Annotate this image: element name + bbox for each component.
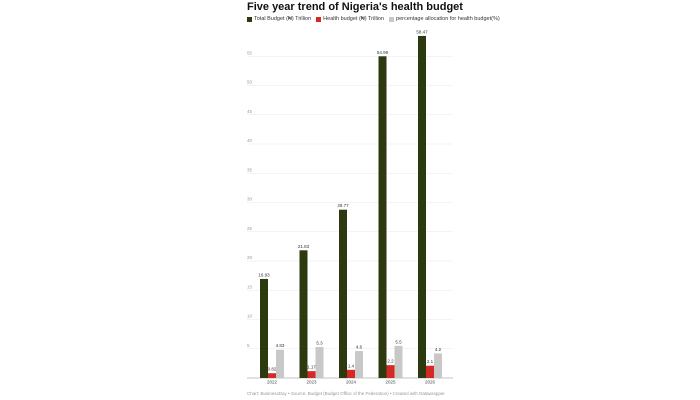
bar-health (268, 373, 276, 378)
bar-percent (315, 346, 324, 378)
data-label-total: 58.47 (416, 29, 428, 34)
data-label-total: 16.93 (258, 272, 270, 277)
data-label-percent: 5.5 (395, 339, 402, 344)
legend-label-percent: percentage allocation for health budget(… (396, 16, 500, 22)
y-tick-label: 30 (247, 197, 253, 202)
data-label-percent: 4.83 (276, 343, 285, 348)
y-tick-label: 50 (247, 80, 253, 85)
bar-health (347, 369, 355, 378)
legend-swatch-health (316, 16, 322, 22)
bar-percent (434, 353, 442, 378)
bar-total (339, 209, 347, 378)
x-tick-label: 2025 (385, 380, 396, 385)
data-label-health: 0.82 (268, 367, 277, 372)
y-tick-label: 25 (247, 226, 253, 231)
data-label-percent: 4.2 (435, 347, 442, 352)
bar-percent (355, 351, 363, 378)
bar-percent (394, 345, 403, 378)
bar-percent (276, 349, 284, 378)
data-label-health: 1.17 (307, 365, 316, 370)
bar-health (307, 371, 316, 378)
legend: Total Budget (₦) Trillion Health budget … (247, 16, 500, 22)
bar-total (260, 278, 268, 378)
legend-label-health: Health budget (₦) Trillion (323, 16, 385, 22)
y-tick-label: 10 (247, 314, 253, 319)
y-tick-label: 5 (247, 343, 250, 348)
legend-label-total: Total Budget (₦) Trillion (254, 16, 312, 22)
legend-swatch-percent (389, 16, 395, 22)
x-tick-label: 2026 (425, 380, 436, 385)
y-tick-label: 55 (247, 50, 253, 55)
y-tick-label: 15 (247, 284, 253, 289)
bar-total (418, 35, 426, 378)
y-tick-label: 35 (247, 167, 253, 172)
legend-item-health: Health budget (₦) Trillion (316, 16, 384, 22)
data-label-health: 2.1 (427, 359, 434, 364)
legend-item-total: Total Budget (₦) Trillion (247, 16, 311, 22)
y-tick-label: 40 (247, 138, 253, 143)
bar-health (426, 365, 434, 378)
legend-item-percent: percentage allocation for health budget(… (389, 16, 500, 22)
chart-footer: Chart: BusinessDay • Source: Budget (Bud… (247, 391, 445, 396)
chart-title: Five year trend of Nigeria's health budg… (247, 1, 463, 13)
bar-health (386, 365, 395, 378)
data-label-health: 1.4 (348, 363, 355, 368)
data-label-health: 2.2 (387, 359, 394, 364)
data-label-total: 54.99 (377, 50, 389, 55)
data-label-total: 28.77 (337, 203, 349, 208)
x-tick-label: 2022 (267, 380, 278, 385)
y-tick-label: 20 (247, 255, 253, 260)
data-label-total: 21.83 (298, 244, 310, 249)
x-tick-label: 2023 (306, 380, 317, 385)
y-tick-label: 45 (247, 109, 253, 114)
x-tick-label: 2024 (346, 380, 357, 385)
data-label-percent: 4.6 (356, 345, 363, 350)
legend-swatch-total (247, 16, 252, 22)
bar-total (299, 250, 308, 378)
data-label-percent: 5.3 (316, 340, 323, 345)
bar-total (378, 56, 387, 378)
